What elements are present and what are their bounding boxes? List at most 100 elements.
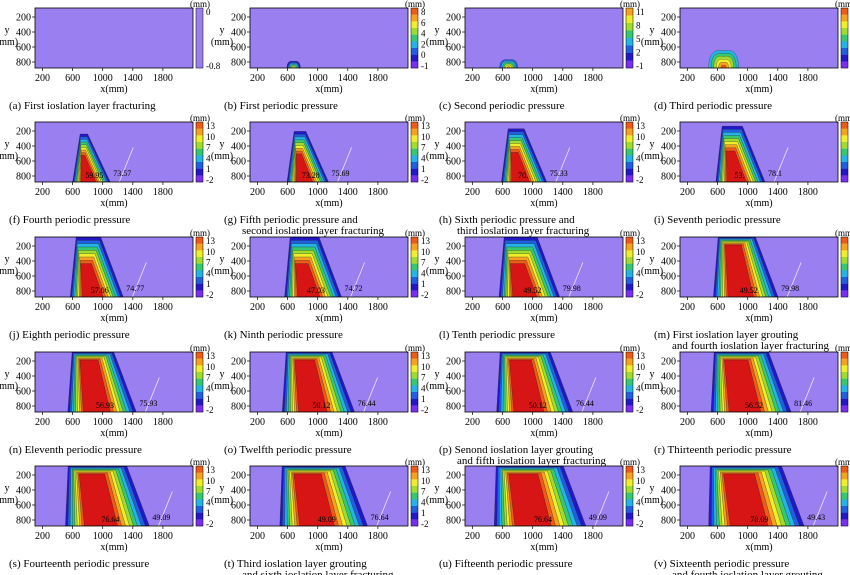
- colorbar-frame: [840, 121, 849, 183]
- colorbar-label: -2: [206, 405, 214, 415]
- x-tick-label: 600: [65, 417, 80, 428]
- colorbar-segment: [626, 486, 633, 493]
- colorbar-segment: [196, 155, 203, 163]
- value-label: 47.03: [307, 286, 325, 295]
- colorbar-segment: [841, 466, 848, 473]
- panel-caption-line: (m) First ioslation layer grouting: [654, 329, 799, 341]
- contour-band: [509, 359, 545, 412]
- colorbar-segment: [411, 142, 418, 149]
- x-tick-label: 1400: [338, 302, 358, 313]
- panel-caption: (n) Eleventh periodic pressure: [9, 444, 142, 456]
- colorbar-label: 7: [421, 373, 426, 383]
- colorbar-label: -0.8: [206, 61, 221, 71]
- y-tick-label: 400: [231, 372, 246, 383]
- x-tick-label: 1400: [768, 531, 788, 542]
- value-label: 76.44: [576, 399, 594, 408]
- colorbar-segment: [841, 237, 848, 244]
- contour-plot: [250, 8, 408, 68]
- contour-band: [79, 473, 118, 526]
- x-tick-label: 1400: [553, 417, 573, 428]
- x-axis-label: x(mm): [530, 542, 557, 553]
- colorbar-segment: [626, 250, 633, 258]
- plot-frame: [249, 121, 409, 183]
- y-axis-label: y(mm): [426, 139, 448, 162]
- x-axis-label: x(mm): [745, 198, 772, 209]
- x-tick-label: 1800: [798, 73, 818, 84]
- panel-caption-line: (b) First periodic pressure: [224, 100, 338, 112]
- y-tick-label: 800: [16, 287, 31, 298]
- colorbar-label: 10: [421, 247, 431, 257]
- colorbar-segment: [626, 168, 633, 176]
- y-axis-label: y(mm): [426, 254, 448, 277]
- x-tick-label: 1000: [93, 302, 113, 313]
- y-tick-label: 400: [231, 486, 246, 497]
- value-label: 79.98: [781, 284, 799, 293]
- y-tick-label: 600: [231, 43, 246, 54]
- x-tick-label: 200: [250, 302, 265, 313]
- colorbar-segment: [841, 492, 848, 500]
- colorbar-unit: (mm): [835, 457, 850, 467]
- panel-caption-line: (v) Sixteenth periodic pressure: [654, 558, 789, 570]
- colorbar-frame: [410, 121, 419, 183]
- plot-frame: [679, 236, 839, 298]
- colorbar-label: 4: [421, 29, 426, 39]
- x-tick-label: 200: [250, 187, 265, 198]
- colorbar-label: -2: [636, 519, 644, 529]
- colorbar-label: 13: [421, 351, 431, 361]
- y-axis-label: y(mm): [0, 254, 18, 277]
- colorbar-segment: [411, 506, 418, 513]
- colorbar-segment: [196, 358, 203, 366]
- x-tick-label: 1400: [553, 531, 573, 542]
- colorbar-label: 13: [206, 236, 216, 246]
- y-axis-label-line: (mm): [0, 151, 18, 162]
- colorbar-segment: [626, 506, 633, 513]
- colorbar-frame: [840, 351, 849, 413]
- x-axis-label: x(mm): [100, 84, 127, 95]
- panel-caption-line: (r) Thirteenth periodic pressure: [654, 444, 792, 456]
- y-tick-label: 800: [446, 287, 461, 298]
- x-tick-label: 200: [35, 73, 50, 84]
- fracture-line: [158, 491, 173, 526]
- colorbar-segment: [196, 405, 203, 413]
- colorbar-segment: [841, 34, 848, 42]
- colorbar-segment: [841, 148, 848, 156]
- fracture-line: [568, 262, 584, 297]
- y-tick-label: 200: [16, 127, 31, 138]
- contour-plot: [35, 122, 193, 182]
- colorbar-label: -2: [421, 519, 429, 529]
- colorbar-segment: [626, 155, 633, 163]
- y-tick-label: 800: [231, 172, 246, 183]
- contour-plot: [35, 352, 193, 412]
- colorbar-label: 13: [636, 465, 646, 475]
- x-tick-label: 1400: [553, 187, 573, 198]
- panel-caption-line: second ioslation layer fracturing: [242, 225, 385, 237]
- value-label: 74.72: [345, 284, 363, 293]
- colorbar-segment: [411, 8, 418, 15]
- y-tick-label: 400: [231, 28, 246, 39]
- colorbar-label: 10: [421, 476, 431, 486]
- colorbar-segment: [411, 122, 418, 129]
- panel-caption-line: (g) Fifth periodic pressure and: [224, 214, 358, 226]
- colorbar-label: -2: [636, 290, 644, 300]
- y-tick-label: 200: [446, 471, 461, 482]
- value-label: 49.09: [589, 513, 607, 522]
- colorbar-frame: [625, 465, 634, 527]
- x-tick-label: 1800: [153, 531, 173, 542]
- plot-frame: [464, 7, 624, 69]
- x-tick-label: 1400: [768, 187, 788, 198]
- colorbar-segment: [196, 512, 203, 520]
- value-label: 49.52: [523, 286, 541, 295]
- colorbar-segment: [841, 472, 848, 480]
- x-tick-label: 600: [495, 417, 510, 428]
- colorbar-segment: [626, 365, 633, 373]
- y-axis-label-line: y: [650, 139, 655, 150]
- colorbar-segment: [411, 479, 418, 487]
- y-tick-label: 400: [231, 142, 246, 153]
- x-axis-label: x(mm): [745, 313, 772, 324]
- x-axis-label: x(mm): [100, 198, 127, 209]
- x-tick-label: 1800: [583, 73, 603, 84]
- value-label: 79.98: [563, 284, 581, 293]
- x-tick-label: 1800: [368, 73, 388, 84]
- colorbar-segment: [411, 358, 418, 366]
